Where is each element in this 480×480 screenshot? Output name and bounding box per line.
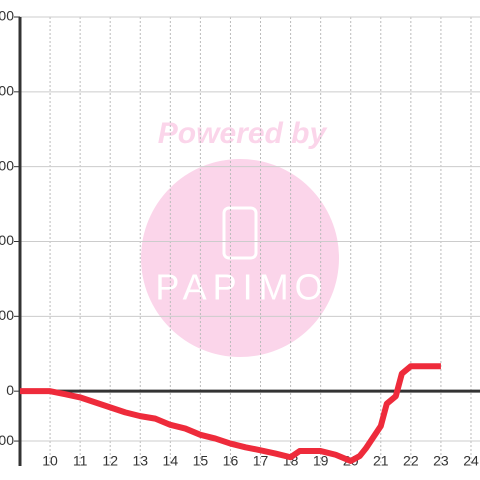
x-tick-label: 19 <box>313 453 329 469</box>
watermark: Powered by PAPIMO <box>141 117 339 357</box>
y-tick-label: 0 <box>6 382 14 398</box>
x-tick-label: 21 <box>373 453 389 469</box>
watermark-phone <box>222 206 258 260</box>
x-tick-label: 12 <box>102 453 118 469</box>
y-tick-label: 150,000 <box>0 8 14 24</box>
y-tick-label: -20,000 <box>0 432 14 448</box>
x-tick-label: 11 <box>73 453 88 469</box>
x-tick-label: 14 <box>163 453 179 469</box>
x-tick-label: 15 <box>193 453 209 469</box>
x-tick-label: 24 <box>463 453 479 469</box>
y-tick-label: 60,000 <box>0 232 14 248</box>
watermark-text: Powered by <box>158 117 328 150</box>
x-tick-label: 13 <box>132 453 148 469</box>
x-tick-label: 23 <box>433 453 449 469</box>
x-tick-label: 22 <box>403 453 419 469</box>
x-tick-label: 10 <box>42 453 58 469</box>
y-tick-label: 30,000 <box>0 307 14 323</box>
watermark-text: PAPIMO <box>155 267 328 308</box>
x-tick-label: 17 <box>253 453 269 469</box>
y-tick-label: 90,000 <box>0 157 14 173</box>
x-tick-label: 16 <box>223 453 239 469</box>
y-tick-label: 120,000 <box>0 83 14 99</box>
data-line <box>20 363 441 465</box>
